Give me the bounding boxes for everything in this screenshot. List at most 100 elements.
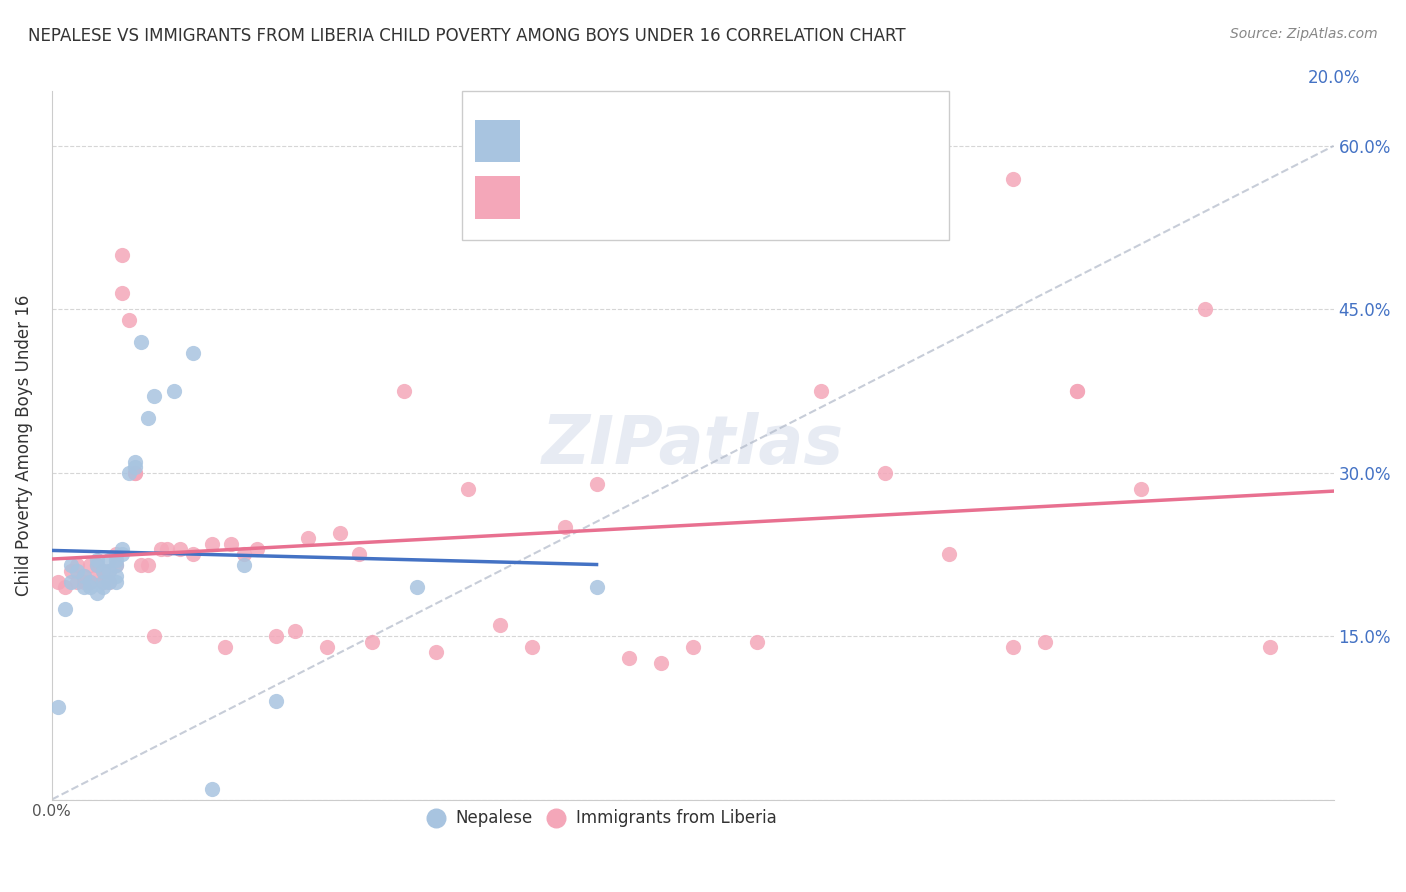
- Text: R = 0.310   N = 37: R = 0.310 N = 37: [526, 141, 696, 159]
- Point: [104, 548, 127, 562]
- Point: [124, 460, 146, 475]
- Point: [111, 285, 134, 300]
- Point: [124, 466, 146, 480]
- Point: [1194, 302, 1216, 317]
- Point: [91, 574, 114, 589]
- Point: [181, 548, 204, 562]
- Point: [104, 553, 127, 567]
- Point: [59, 564, 82, 578]
- Point: [682, 640, 704, 654]
- Point: [201, 536, 224, 550]
- Point: [349, 548, 371, 562]
- Y-axis label: Child Poverty Among Boys Under 16: Child Poverty Among Boys Under 16: [15, 294, 32, 596]
- Point: [66, 564, 89, 578]
- Point: [246, 541, 269, 556]
- Point: [297, 531, 319, 545]
- Text: NEPALESE VS IMMIGRANTS FROM LIBERIA CHILD POVERTY AMONG BOYS UNDER 16 CORRELATIO: NEPALESE VS IMMIGRANTS FROM LIBERIA CHIL…: [28, 27, 905, 45]
- Point: [489, 618, 512, 632]
- Point: [53, 580, 76, 594]
- Point: [86, 569, 108, 583]
- Point: [162, 384, 184, 398]
- Point: [136, 411, 159, 425]
- Point: [1002, 640, 1025, 654]
- Point: [361, 634, 384, 648]
- Point: [79, 574, 101, 589]
- Point: [53, 602, 76, 616]
- Point: [91, 580, 114, 594]
- Point: [118, 313, 141, 327]
- Point: [1033, 634, 1056, 648]
- Bar: [463, 91, 949, 240]
- Point: [91, 574, 114, 589]
- Text: Source: ZipAtlas.com: Source: ZipAtlas.com: [1230, 27, 1378, 41]
- Point: [233, 548, 256, 562]
- Text: ZIPatlas: ZIPatlas: [541, 412, 844, 478]
- Point: [131, 334, 153, 349]
- Point: [104, 558, 127, 573]
- Point: [219, 536, 242, 550]
- Point: [214, 640, 236, 654]
- Bar: [475, 177, 520, 219]
- Point: [156, 541, 179, 556]
- Point: [66, 574, 89, 589]
- Point: [98, 564, 121, 578]
- Point: [329, 525, 352, 540]
- Bar: [475, 120, 520, 162]
- Point: [73, 569, 96, 583]
- Point: [104, 569, 127, 583]
- Point: [111, 248, 134, 262]
- Legend: Nepalese, Immigrants from Liberia: Nepalese, Immigrants from Liberia: [422, 802, 783, 834]
- Point: [1258, 640, 1281, 654]
- Point: [938, 548, 960, 562]
- Point: [406, 580, 429, 594]
- Point: [104, 574, 127, 589]
- Point: [104, 558, 127, 573]
- Point: [73, 569, 96, 583]
- Point: [284, 624, 307, 638]
- Point: [181, 346, 204, 360]
- Point: [98, 574, 121, 589]
- Point: [73, 574, 96, 589]
- Point: [131, 558, 153, 573]
- Point: [316, 640, 339, 654]
- Bar: [475, 177, 520, 219]
- Point: [1002, 171, 1025, 186]
- Point: [143, 389, 166, 403]
- Point: [98, 574, 121, 589]
- Point: [425, 645, 447, 659]
- Point: [264, 629, 287, 643]
- Point: [73, 580, 96, 594]
- Point: [98, 553, 121, 567]
- Point: [873, 466, 896, 480]
- Point: [745, 634, 768, 648]
- Point: [79, 558, 101, 573]
- Point: [59, 574, 82, 589]
- Point: [86, 553, 108, 567]
- Point: [149, 541, 172, 556]
- Point: [553, 520, 575, 534]
- Point: [91, 564, 114, 578]
- Point: [136, 558, 159, 573]
- Point: [617, 651, 640, 665]
- Point: [91, 564, 114, 578]
- Point: [124, 466, 146, 480]
- Point: [1130, 482, 1153, 496]
- Point: [66, 558, 89, 573]
- Text: R = 0.264   N = 63: R = 0.264 N = 63: [526, 198, 696, 216]
- Point: [201, 781, 224, 796]
- Point: [46, 700, 69, 714]
- Point: [79, 580, 101, 594]
- Point: [457, 482, 479, 496]
- Point: [111, 541, 134, 556]
- Bar: [475, 120, 520, 162]
- Point: [118, 466, 141, 480]
- Point: [585, 580, 607, 594]
- Point: [98, 564, 121, 578]
- Point: [650, 657, 672, 671]
- Point: [585, 476, 607, 491]
- Point: [111, 548, 134, 562]
- Point: [59, 558, 82, 573]
- Point: [143, 629, 166, 643]
- Point: [264, 694, 287, 708]
- Point: [233, 558, 256, 573]
